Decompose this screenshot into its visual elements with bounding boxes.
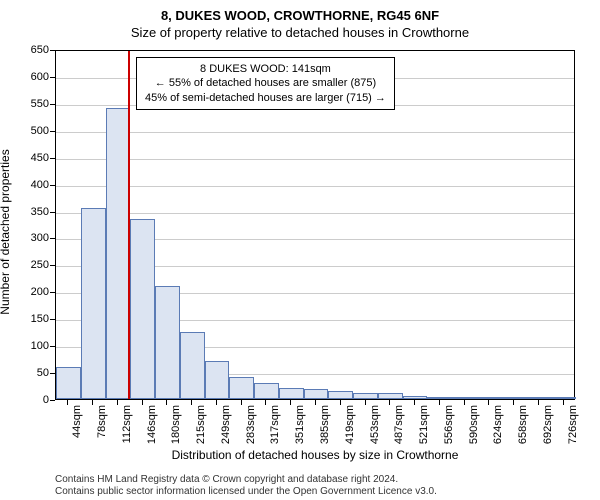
x-tick-label: 317sqm bbox=[269, 405, 281, 444]
x-tick-mark bbox=[191, 400, 192, 405]
footer-line-2: Contains public sector information licen… bbox=[55, 486, 437, 498]
histogram-bar bbox=[130, 219, 155, 399]
histogram-bar bbox=[279, 388, 304, 399]
chart-container: 8, DUKES WOOD, CROWTHORNE, RG45 6NF Size… bbox=[0, 0, 600, 500]
x-tick-label: 283sqm bbox=[245, 405, 257, 444]
x-tick-label: 726sqm bbox=[567, 405, 579, 444]
x-tick-label: 487sqm bbox=[393, 405, 405, 444]
x-tick-mark bbox=[513, 400, 514, 405]
y-tick-label: 500 bbox=[31, 125, 49, 137]
histogram-bar bbox=[328, 391, 353, 399]
x-tick-label: 419sqm bbox=[344, 405, 356, 444]
x-tick-label: 78sqm bbox=[96, 405, 108, 438]
x-tick-mark bbox=[563, 400, 564, 405]
x-tick-mark bbox=[389, 400, 390, 405]
y-tick-label: 550 bbox=[31, 98, 49, 110]
chart-title: 8, DUKES WOOD, CROWTHORNE, RG45 6NF bbox=[0, 0, 600, 23]
y-tick-label: 350 bbox=[31, 206, 49, 218]
x-tick-mark bbox=[265, 400, 266, 405]
histogram-bar bbox=[81, 208, 106, 399]
gridline bbox=[56, 213, 574, 214]
x-tick-label: 521sqm bbox=[418, 405, 430, 444]
histogram-bar bbox=[304, 389, 329, 399]
histogram-bar bbox=[229, 377, 254, 399]
x-axis-label: Distribution of detached houses by size … bbox=[55, 448, 575, 462]
histogram-bar bbox=[378, 393, 403, 399]
y-tick-label: 50 bbox=[37, 367, 49, 379]
x-tick-mark bbox=[538, 400, 539, 405]
gridline bbox=[56, 159, 574, 160]
x-tick-mark bbox=[488, 400, 489, 405]
annotation-line: 8 DUKES WOOD: 141sqm bbox=[145, 62, 386, 76]
x-tick-mark bbox=[117, 400, 118, 405]
footer: Contains HM Land Registry data © Crown c… bbox=[55, 474, 437, 498]
x-tick-mark bbox=[365, 400, 366, 405]
x-tick-label: 249sqm bbox=[220, 405, 232, 444]
histogram-bar bbox=[551, 397, 576, 399]
x-tick-mark bbox=[92, 400, 93, 405]
x-tick-label: 658sqm bbox=[517, 405, 529, 444]
y-tick-label: 250 bbox=[31, 259, 49, 271]
x-tick-label: 692sqm bbox=[542, 405, 554, 444]
chart-subtitle: Size of property relative to detached ho… bbox=[0, 23, 600, 40]
y-tick-label: 0 bbox=[43, 394, 49, 406]
x-tick-label: 385sqm bbox=[319, 405, 331, 444]
histogram-bar bbox=[106, 108, 131, 399]
x-tick-label: 180sqm bbox=[170, 405, 182, 444]
y-tick-label: 650 bbox=[31, 44, 49, 56]
y-axis: 050100150200250300350400450500550600650 bbox=[0, 50, 55, 400]
x-tick-mark bbox=[67, 400, 68, 405]
x-tick-mark bbox=[414, 400, 415, 405]
x-tick-label: 590sqm bbox=[468, 405, 480, 444]
y-tick-label: 450 bbox=[31, 152, 49, 164]
x-tick-mark bbox=[216, 400, 217, 405]
x-tick-mark bbox=[142, 400, 143, 405]
x-tick-label: 112sqm bbox=[121, 405, 133, 443]
histogram-bar bbox=[526, 397, 551, 399]
y-tick-label: 200 bbox=[31, 286, 49, 298]
x-tick-mark bbox=[464, 400, 465, 405]
annotation-box: 8 DUKES WOOD: 141sqm← 55% of detached ho… bbox=[136, 57, 395, 110]
histogram-bar bbox=[502, 397, 527, 399]
histogram-bar bbox=[353, 393, 378, 399]
annotation-line: 45% of semi-detached houses are larger (… bbox=[145, 91, 386, 105]
x-tick-mark bbox=[241, 400, 242, 405]
x-tick-label: 556sqm bbox=[443, 405, 455, 444]
histogram-bar bbox=[254, 383, 279, 399]
annotation-line: ← 55% of detached houses are smaller (87… bbox=[145, 76, 386, 90]
gridline bbox=[56, 132, 574, 133]
histogram-bar bbox=[427, 397, 452, 399]
x-tick-mark bbox=[315, 400, 316, 405]
y-tick-label: 600 bbox=[31, 71, 49, 83]
x-tick-label: 44sqm bbox=[71, 405, 83, 438]
y-tick-label: 300 bbox=[31, 232, 49, 244]
histogram-bar bbox=[205, 361, 230, 399]
y-tick-label: 400 bbox=[31, 179, 49, 191]
histogram-bar bbox=[477, 397, 502, 399]
y-tick-label: 150 bbox=[31, 313, 49, 325]
x-tick-label: 146sqm bbox=[146, 405, 158, 444]
x-tick-mark bbox=[340, 400, 341, 405]
gridline bbox=[56, 186, 574, 187]
x-tick-mark bbox=[439, 400, 440, 405]
plot-area: 8 DUKES WOOD: 141sqm← 55% of detached ho… bbox=[55, 50, 575, 400]
y-tick-label: 100 bbox=[31, 340, 49, 352]
histogram-bar bbox=[56, 367, 81, 399]
x-tick-label: 624sqm bbox=[492, 405, 504, 444]
marker-line bbox=[128, 51, 130, 399]
x-tick-mark bbox=[166, 400, 167, 405]
histogram-bar bbox=[403, 396, 428, 399]
histogram-bar bbox=[452, 397, 477, 399]
x-tick-label: 453sqm bbox=[369, 405, 381, 444]
x-tick-label: 215sqm bbox=[195, 405, 207, 444]
footer-line-1: Contains HM Land Registry data © Crown c… bbox=[55, 474, 437, 486]
histogram-bar bbox=[155, 286, 180, 399]
x-tick-label: 351sqm bbox=[294, 405, 306, 444]
histogram-bar bbox=[180, 332, 205, 399]
x-tick-mark bbox=[290, 400, 291, 405]
